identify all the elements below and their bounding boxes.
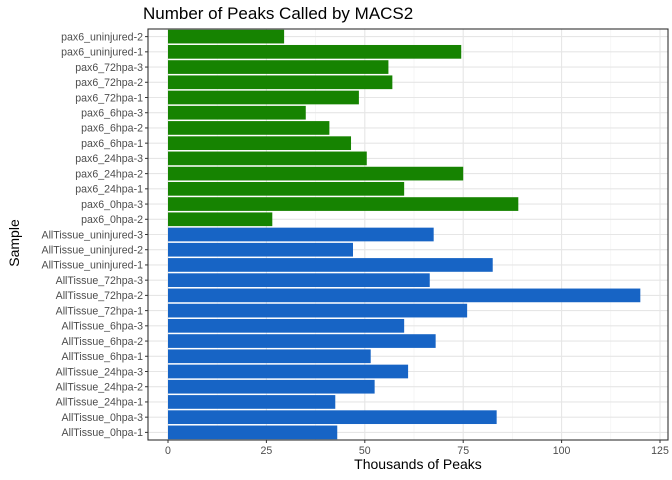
y-axis-label: Sample (6, 219, 22, 267)
bar-AllTissue_72hpa-3 (168, 273, 430, 288)
y-tick-label: AllTissue_6hpa-2 (62, 336, 144, 348)
y-tick-label: AllTissue_uninjured-3 (42, 229, 144, 241)
bar-pax6_24hpa-1 (168, 181, 405, 196)
x-tick-label: 125 (651, 445, 669, 457)
bar-AllTissue_6hpa-2 (168, 334, 436, 348)
x-tick-label: 0 (165, 445, 171, 457)
y-tick-label: AllTissue_24hpa-1 (56, 397, 143, 409)
y-tick-label: AllTissue_6hpa-3 (62, 321, 144, 333)
y-tick-label: pax6_uninjured-1 (61, 47, 143, 59)
y-tick-label: pax6_6hpa-2 (81, 123, 143, 135)
bar-pax6_72hpa-2 (168, 75, 393, 90)
y-tick-label: pax6_72hpa-3 (75, 62, 143, 74)
bar-AllTissue_72hpa-2 (168, 288, 641, 303)
y-tick-label: AllTissue_72hpa-2 (56, 290, 143, 302)
y-tick-label: pax6_72hpa-1 (75, 92, 143, 104)
x-tick-label: 25 (261, 445, 273, 457)
bar-AllTissue_6hpa-3 (168, 318, 405, 333)
y-tick-label: AllTissue_uninjured-1 (42, 260, 144, 272)
bar-AllTissue_0hpa-3 (168, 410, 497, 425)
x-axis-label: Thousands of Peaks (354, 456, 482, 472)
y-tick-label: AllTissue_24hpa-2 (56, 382, 143, 394)
bar-AllTissue_72hpa-1 (168, 303, 468, 318)
y-tick-label: AllTissue_0hpa-3 (62, 412, 144, 424)
bar-pax6_6hpa-1 (168, 136, 352, 151)
bar-AllTissue_6hpa-1 (168, 349, 371, 364)
bar-pax6_6hpa-2 (168, 121, 330, 135)
y-tick-label: pax6_uninjured-2 (61, 31, 143, 43)
bar-pax6_24hpa-3 (168, 151, 367, 166)
y-tick-label: AllTissue_72hpa-3 (56, 275, 143, 287)
bar-pax6_6hpa-3 (168, 105, 306, 120)
chart-title: Number of Peaks Called by MACS2 (143, 4, 414, 23)
y-tick-label: pax6_24hpa-3 (75, 153, 143, 165)
y-tick-label: AllTissue_72hpa-1 (56, 305, 143, 317)
y-tick-label: pax6_0hpa-3 (81, 199, 143, 211)
bar-pax6_0hpa-2 (168, 212, 273, 227)
bar-AllTissue_uninjured-1 (168, 258, 493, 272)
bar-AllTissue_uninjured-2 (168, 242, 353, 257)
x-tick-label: 100 (553, 445, 571, 457)
y-tick-label: AllTissue_0hpa-1 (62, 427, 144, 439)
y-tick-label: AllTissue_uninjured-2 (42, 245, 144, 257)
bar-AllTissue_24hpa-1 (168, 395, 336, 409)
x-tick-label: 50 (359, 445, 371, 457)
y-tick-label: AllTissue_24hpa-3 (56, 366, 143, 378)
bar-pax6_72hpa-1 (168, 90, 359, 105)
y-tick-label: pax6_6hpa-1 (81, 138, 143, 150)
y-tick-label: AllTissue_6hpa-1 (62, 351, 144, 363)
y-tick-label: pax6_24hpa-2 (75, 168, 143, 180)
bar-pax6_uninjured-1 (168, 44, 462, 59)
y-tick-label: pax6_72hpa-2 (75, 77, 143, 89)
bar-AllTissue_24hpa-3 (168, 364, 409, 379)
bar-pax6_24hpa-2 (168, 166, 464, 181)
bar-AllTissue_0hpa-1 (168, 425, 338, 440)
x-tick-label: 75 (457, 445, 469, 457)
y-tick-label: pax6_0hpa-2 (81, 214, 143, 226)
bar-pax6_72hpa-3 (168, 60, 389, 74)
y-tick-label: pax6_24hpa-1 (75, 184, 143, 196)
y-tick-label: pax6_6hpa-3 (81, 108, 143, 120)
bar-pax6_uninjured-2 (168, 29, 285, 44)
bar-AllTissue_24hpa-2 (168, 379, 375, 394)
bar-pax6_0hpa-3 (168, 197, 519, 211)
bar-AllTissue_uninjured-3 (168, 227, 434, 242)
